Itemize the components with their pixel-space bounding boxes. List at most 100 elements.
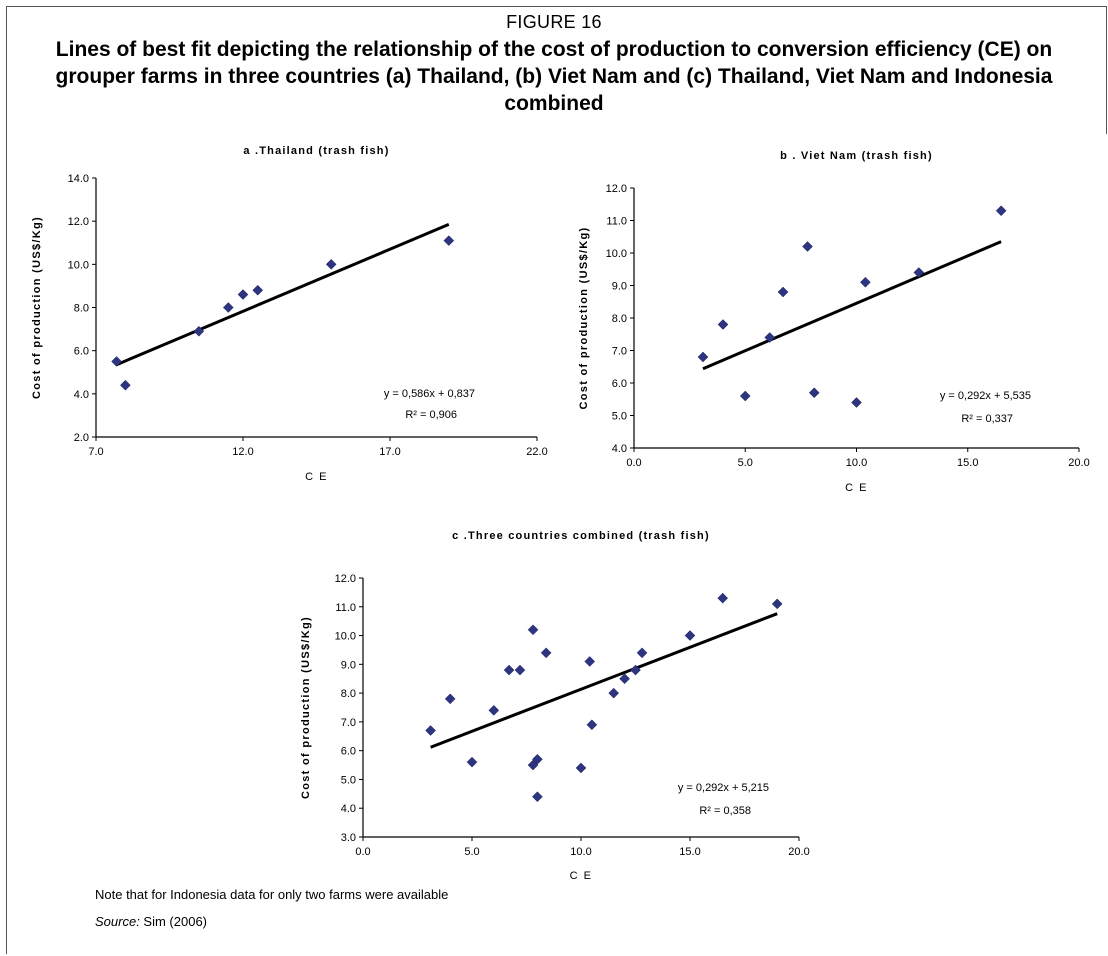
chart-thailand: a .Thailand (trash fish) 2.0 4.0 6.0 8.0 10.0… (31, 145, 548, 483)
data-point (808, 387, 820, 399)
figure-label: FIGURE 16 (506, 12, 602, 32)
y-tick-label: 10.0 (68, 259, 89, 271)
data-point (325, 258, 337, 270)
source-label: Source: (95, 914, 140, 929)
data-point (771, 598, 783, 610)
data-point (995, 205, 1007, 217)
data-point (619, 673, 630, 685)
data-point (444, 693, 456, 705)
trend-line (702, 240, 1002, 371)
data-point (739, 390, 751, 402)
y-axis-label: Cost of production (US$/Kg) (31, 216, 43, 399)
data-point (764, 332, 776, 343)
y-tick-label: 12.0 (68, 216, 89, 228)
data-point (466, 756, 478, 768)
data-point (120, 379, 131, 391)
chart-title: c .Three countries combined (trash fish) (452, 530, 710, 542)
chart-combined: c .Three countries combined (trash fish)… (300, 530, 810, 882)
data-point (503, 664, 515, 676)
data-point (608, 687, 620, 699)
r-squared-label: R² = 0,358 (699, 805, 751, 817)
data-point (851, 397, 862, 408)
y-axis-label: Cost of production (US$/Kg) (578, 227, 590, 410)
y-tick-label: 11.0 (606, 216, 627, 228)
y-axis-label: Cost of production (US$/Kg) (300, 616, 312, 799)
data-point (575, 762, 587, 774)
y-tick-label: 7.0 (341, 717, 356, 729)
data-point (540, 647, 552, 659)
y-tick-label: 3.0 (341, 832, 356, 844)
x-tick-label: 10.0 (846, 457, 867, 469)
regression-equation: y = 0,292x + 5,215 (678, 782, 769, 794)
chart-title: a .Thailand (trash fish) (243, 145, 389, 157)
figure-frame-left (6, 6, 7, 954)
x-tick-label: 15.0 (679, 846, 700, 858)
source-text: Sim (2006) (139, 914, 208, 929)
y-tick-label: 12.0 (335, 573, 356, 585)
chart-title: b . Viet Nam (trash fish) (780, 150, 933, 162)
data-point (532, 753, 543, 765)
y-tick-label: 11.0 (335, 602, 356, 614)
r-squared-label: R² = 0,906 (405, 409, 457, 421)
y-tick-label: 8.0 (612, 313, 627, 325)
y-tick-label: 9.0 (612, 281, 627, 293)
r-squared-label: R² = 0,337 (961, 413, 1013, 425)
y-tick-label: 14.0 (68, 173, 89, 185)
data-point (860, 276, 871, 288)
y-tick-label: 10.0 (335, 631, 356, 643)
x-axis-label: C E (305, 471, 328, 483)
y-tick-label: 4.0 (612, 443, 627, 455)
y-tick-label: 6.0 (612, 378, 627, 390)
x-tick-label: 5.0 (464, 846, 479, 858)
x-tick-label: 0.0 (626, 457, 641, 469)
x-axis-label: C E (570, 870, 593, 882)
data-point (717, 319, 729, 330)
chart-viet-nam: b . Viet Nam (trash fish) 4.0 5.0 6.0 7.0 8.0… (578, 150, 1090, 494)
data-point (193, 325, 205, 337)
data-point (237, 289, 249, 300)
figure-frame-right (1106, 6, 1107, 134)
data-point (684, 630, 696, 641)
x-tick-label: 22.0 (526, 446, 547, 458)
y-tick-label: 8.0 (74, 303, 89, 315)
y-tick-label: 9.0 (341, 659, 356, 671)
x-tick-label: 20.0 (1068, 457, 1089, 469)
trend-line (430, 612, 778, 749)
data-point (717, 592, 729, 604)
figure-title: Lines of best fit depicting the relation… (55, 38, 1053, 115)
data-point (636, 647, 648, 659)
x-tick-label: 15.0 (957, 457, 978, 469)
y-tick-label: 5.0 (341, 774, 356, 786)
y-tick-label: 12.0 (606, 183, 627, 195)
y-tick-label: 6.0 (341, 746, 356, 758)
x-tick-label: 17.0 (379, 446, 400, 458)
x-tick-label: 10.0 (570, 846, 591, 858)
data-point (584, 656, 596, 667)
y-tick-label: 4.0 (341, 803, 356, 815)
y-tick-label: 2.0 (74, 432, 89, 444)
data-point (802, 241, 813, 252)
data-point (630, 664, 641, 676)
data-point (222, 302, 234, 313)
y-tick-label: 5.0 (612, 411, 627, 423)
figure-source: Source: Sim (2006) (95, 914, 207, 929)
x-tick-label: 20.0 (788, 846, 809, 858)
x-tick-label: 7.0 (88, 446, 103, 458)
regression-equation: y = 0,292x + 5,535 (940, 390, 1031, 402)
data-point (425, 725, 436, 736)
data-point (586, 719, 598, 731)
data-point (913, 267, 925, 278)
data-point (527, 624, 539, 636)
regression-equation: y = 0,586x + 0,837 (384, 388, 475, 400)
trend-line (115, 223, 450, 367)
x-tick-label: 0.0 (355, 846, 370, 858)
x-tick-label: 5.0 (738, 457, 753, 469)
data-point (488, 705, 500, 716)
data-point (777, 286, 789, 298)
data-point (697, 351, 709, 363)
y-tick-label: 7.0 (612, 346, 627, 358)
figure-frame-top (6, 6, 1106, 7)
y-tick-label: 4.0 (74, 389, 89, 401)
data-point (532, 791, 543, 803)
x-tick-label: 12.0 (232, 446, 253, 458)
